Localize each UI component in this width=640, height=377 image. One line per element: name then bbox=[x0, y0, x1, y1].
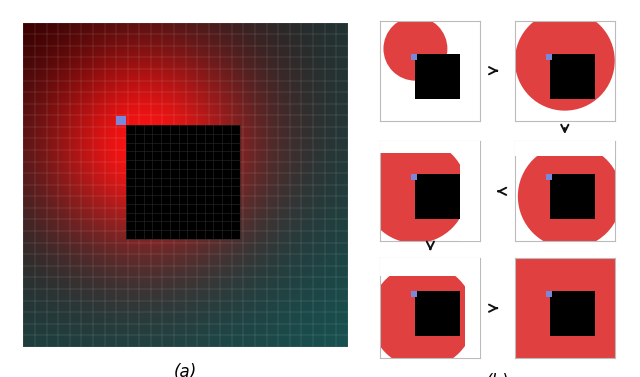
Bar bbox=[460, 141, 485, 241]
Bar bbox=[116, 116, 126, 125]
Bar bbox=[550, 54, 595, 99]
Bar bbox=[465, 258, 483, 358]
Bar bbox=[380, 138, 481, 153]
Bar bbox=[412, 291, 417, 297]
Bar bbox=[415, 54, 460, 99]
Circle shape bbox=[383, 17, 447, 81]
Bar bbox=[550, 174, 595, 219]
Circle shape bbox=[371, 264, 474, 368]
Bar bbox=[415, 291, 460, 336]
Circle shape bbox=[515, 11, 615, 111]
Circle shape bbox=[364, 139, 467, 243]
Bar bbox=[550, 291, 595, 336]
Text: (a): (a) bbox=[174, 363, 197, 377]
Bar bbox=[546, 174, 552, 180]
Bar bbox=[412, 54, 417, 60]
Bar bbox=[546, 54, 552, 60]
Bar bbox=[515, 138, 615, 156]
Bar bbox=[126, 125, 239, 239]
Bar bbox=[415, 174, 460, 219]
Bar bbox=[380, 256, 481, 276]
Bar bbox=[412, 174, 417, 180]
Text: (b): (b) bbox=[486, 373, 509, 377]
Bar bbox=[546, 291, 552, 297]
Circle shape bbox=[518, 144, 621, 248]
